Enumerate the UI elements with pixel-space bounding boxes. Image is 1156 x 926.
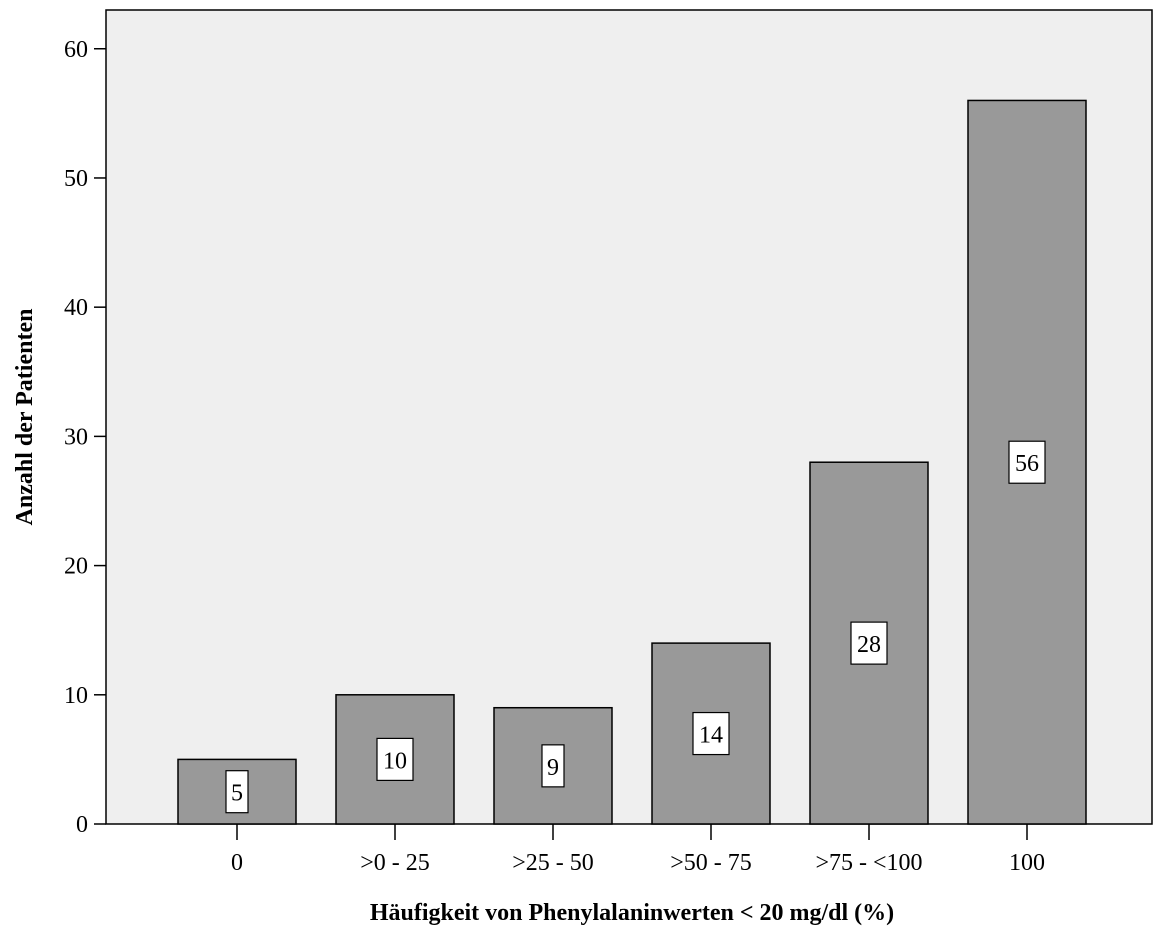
data-label-box bbox=[541, 744, 565, 788]
x-axis: 0 >0 - 25 >25 - 50 >50 - 75 >75 - <100 100 bbox=[231, 824, 1045, 876]
data-label: 56 bbox=[1015, 451, 1039, 477]
x-tick-label: 0 bbox=[231, 850, 243, 876]
data-label: 9 bbox=[547, 755, 559, 781]
bars-group: 5 10 9 14 28 56 bbox=[177, 99, 1087, 825]
data-label-box bbox=[225, 770, 249, 814]
x-tick-label: >75 - <100 bbox=[815, 850, 922, 876]
x-tick-label: >25 - 50 bbox=[512, 850, 594, 876]
x-tick-label: 100 bbox=[1009, 850, 1045, 876]
data-label: 28 bbox=[857, 632, 881, 658]
x-axis-title: Häufigkeit von Phenylalaninwerten < 20 m… bbox=[370, 900, 894, 926]
data-label: 5 bbox=[231, 781, 243, 807]
data-label-box bbox=[850, 621, 888, 665]
y-tick-label: 40 bbox=[64, 295, 88, 321]
y-axis: 0 10 20 30 40 50 60 bbox=[64, 37, 106, 838]
data-label-box bbox=[376, 737, 414, 781]
data-label: 10 bbox=[383, 748, 407, 774]
x-tick-label: >50 - 75 bbox=[670, 850, 752, 876]
y-tick-label: 60 bbox=[64, 37, 88, 63]
y-axis-title: Anzahl der Patienten bbox=[12, 309, 38, 526]
y-tick-label: 20 bbox=[64, 554, 88, 580]
y-tick-label: 30 bbox=[64, 424, 88, 450]
y-tick-label: 0 bbox=[76, 812, 88, 838]
y-tick-label: 50 bbox=[64, 166, 88, 192]
y-tick-label: 10 bbox=[64, 683, 88, 709]
data-label-box bbox=[692, 711, 730, 756]
data-label: 14 bbox=[699, 723, 723, 749]
data-label-box bbox=[1008, 440, 1046, 484]
x-tick-label: >0 - 25 bbox=[360, 850, 430, 876]
